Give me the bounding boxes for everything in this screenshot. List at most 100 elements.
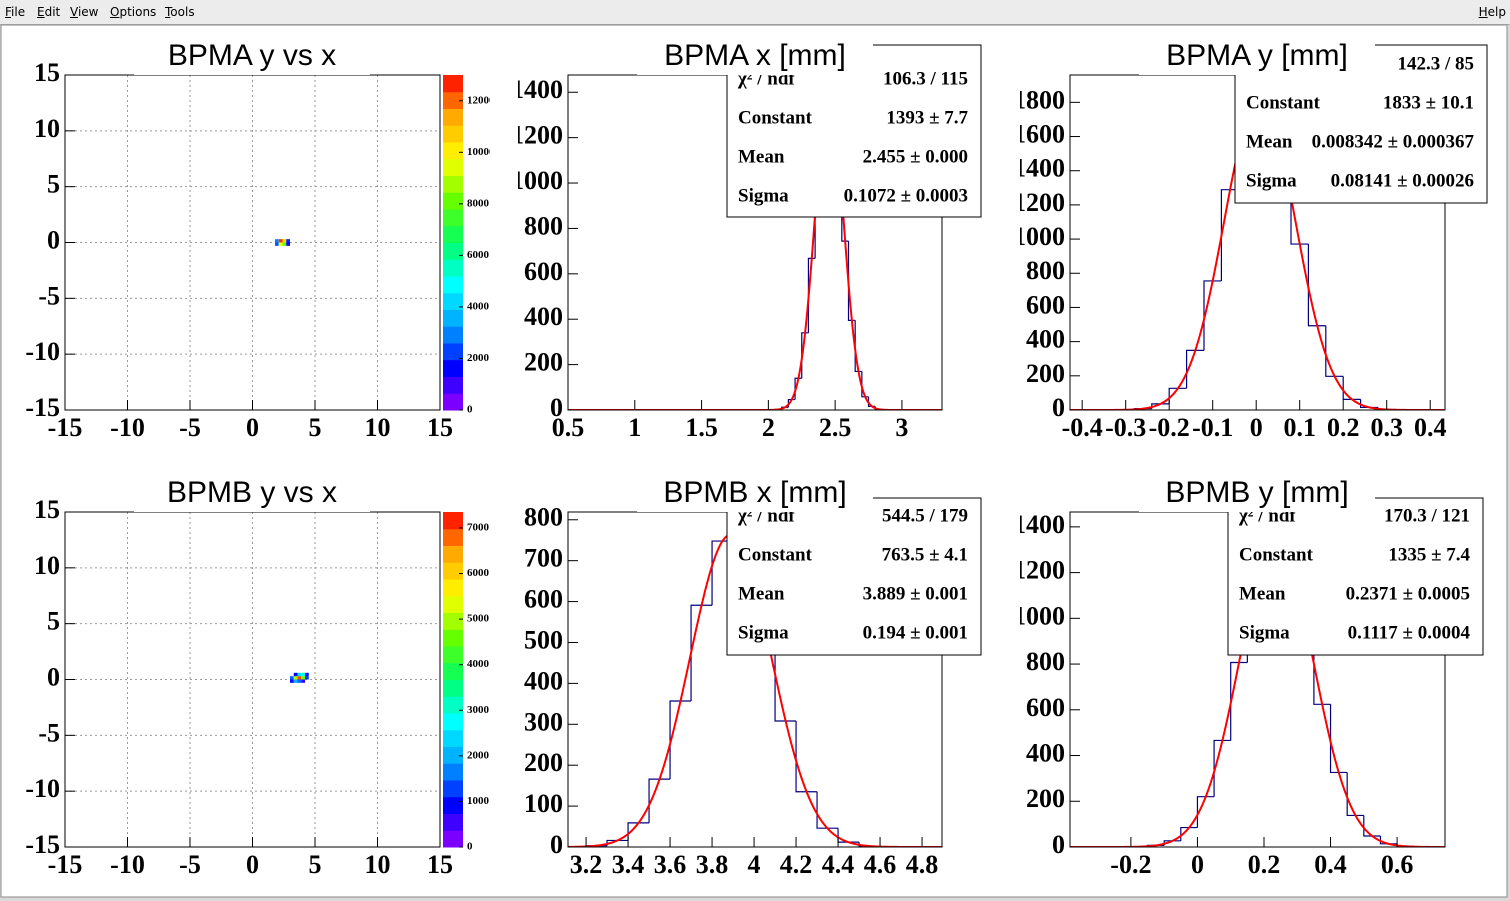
y-tick-label: 0 [1052,393,1065,422]
palette-band [443,763,463,781]
stats-name: Constant [1246,92,1321,113]
x-tick-label: 2 [762,413,775,442]
palette-band [443,528,463,546]
stats-name: Mean [738,146,785,167]
x-tick-label: 3.6 [654,850,687,879]
x-tick-label: 0 [1250,413,1263,442]
y-tick-label: -15 [25,830,60,859]
x-tick-label: -0.2 [1110,850,1151,879]
y-tick-label: 400 [524,666,563,695]
y-tick-label: 0 [47,662,60,691]
x-tick-label: -0.4 [1062,413,1103,442]
menu-item[interactable]: Options [110,5,157,19]
histogram-bin [690,604,713,701]
stats-name: Constant [1239,544,1314,565]
z-tick-label: 2000 [467,749,490,761]
palette-band [443,830,463,848]
heatmap-cell [278,242,283,246]
y-tick-label: 600 [1026,693,1065,722]
stats-value: 106.3 / 115 [883,68,968,89]
palette-band [443,646,463,664]
palette-band [443,225,463,243]
palette-band [443,343,463,361]
stats-value: 0.2371 ± 0.0005 [1346,583,1470,604]
palette-band [443,175,463,193]
x-tick-label: 5 [309,850,322,879]
x-tick-label: 0.2 [1327,413,1360,442]
x-tick-label: 0.5 [552,413,585,442]
z-tick-label: 0 [467,404,473,416]
stats-value: 1833 ± 10.1 [1383,92,1474,113]
stats-value: 0.1072 ± 0.0003 [844,185,968,206]
palette-band [443,662,463,680]
y-tick-label: 0 [550,393,563,422]
x-tick-label: 3.4 [612,850,645,879]
histogram-bin [1213,739,1231,797]
y-tick-label: 1000 [1013,222,1065,251]
y-tick-label: 1800 [1013,85,1065,114]
palette-band [443,359,463,377]
title-box [637,38,873,75]
palette-band [443,276,463,294]
y-tick-label: 1400 [511,75,563,104]
x-tick-label: 15 [427,413,453,442]
fit-curve [568,92,942,410]
histogram-bin [795,721,818,793]
menu-item[interactable]: View [70,5,99,19]
stats-box [726,497,982,656]
palette-band [443,679,463,697]
menu-item[interactable]: File [5,5,26,19]
heatmap-cell [293,672,298,677]
palette-band [443,192,463,210]
z-tick-label: 7000 [467,521,490,533]
chart-title: BPMA x [mm] [664,39,846,72]
heatmap-cell [275,239,279,243]
histogram-bin [1307,244,1326,327]
palette-band [443,309,463,327]
z-tick-label: 10000 [467,146,495,158]
palette-band [443,796,463,814]
palette-band [443,91,463,109]
y-tick-label: -10 [25,774,60,803]
palette-band [443,142,463,160]
heatmap-cell [275,242,279,246]
heatmap-cell [282,242,287,246]
palette-band [443,746,463,764]
menu-item[interactable]: Edit [37,5,61,19]
x-tick-label: 0.1 [1283,413,1316,442]
palette-band [443,813,463,831]
histogram-bin [648,778,671,823]
menu-help[interactable]: Help [1478,5,1506,19]
histogram-bin [1363,815,1381,837]
x-tick-label: 0.2 [1248,850,1281,879]
y-tick-label: 1400 [1013,154,1065,183]
menu-item[interactable]: Tools [165,5,195,19]
stats-name: Constant [738,107,813,128]
z-tick-label: 3000 [467,704,490,716]
histogram-bin [1342,376,1361,401]
histogram-bin [1220,189,1239,281]
heatmap-cell [297,676,302,680]
stats-value: 0.1117 ± 0.0004 [1348,622,1471,643]
palette-band [443,393,463,411]
palette-band [443,562,463,580]
histogram-bin [847,241,856,321]
y-tick-label: 600 [524,257,563,286]
palette-band [443,108,463,126]
x-tick-label: -15 [48,413,83,442]
y-tick-label: 15 [34,495,60,524]
stats-value: 763.5 ± 4.1 [882,544,968,565]
x-tick-label: 10 [365,850,391,879]
y-tick-label: 600 [524,585,563,614]
x-tick-label: 1 [628,413,641,442]
palette-band [443,326,463,344]
chart-title: BPMA y [mm] [1166,39,1348,72]
z-tick-label: 0 [467,841,473,853]
stats-name: Mean [738,583,785,604]
heatmap-cell [278,239,283,243]
palette-band [443,158,463,176]
histogram-bin [1325,325,1344,377]
x-tick-label: 4 [748,850,761,879]
y-tick-label: 10 [34,551,60,580]
palette-band [443,595,463,613]
